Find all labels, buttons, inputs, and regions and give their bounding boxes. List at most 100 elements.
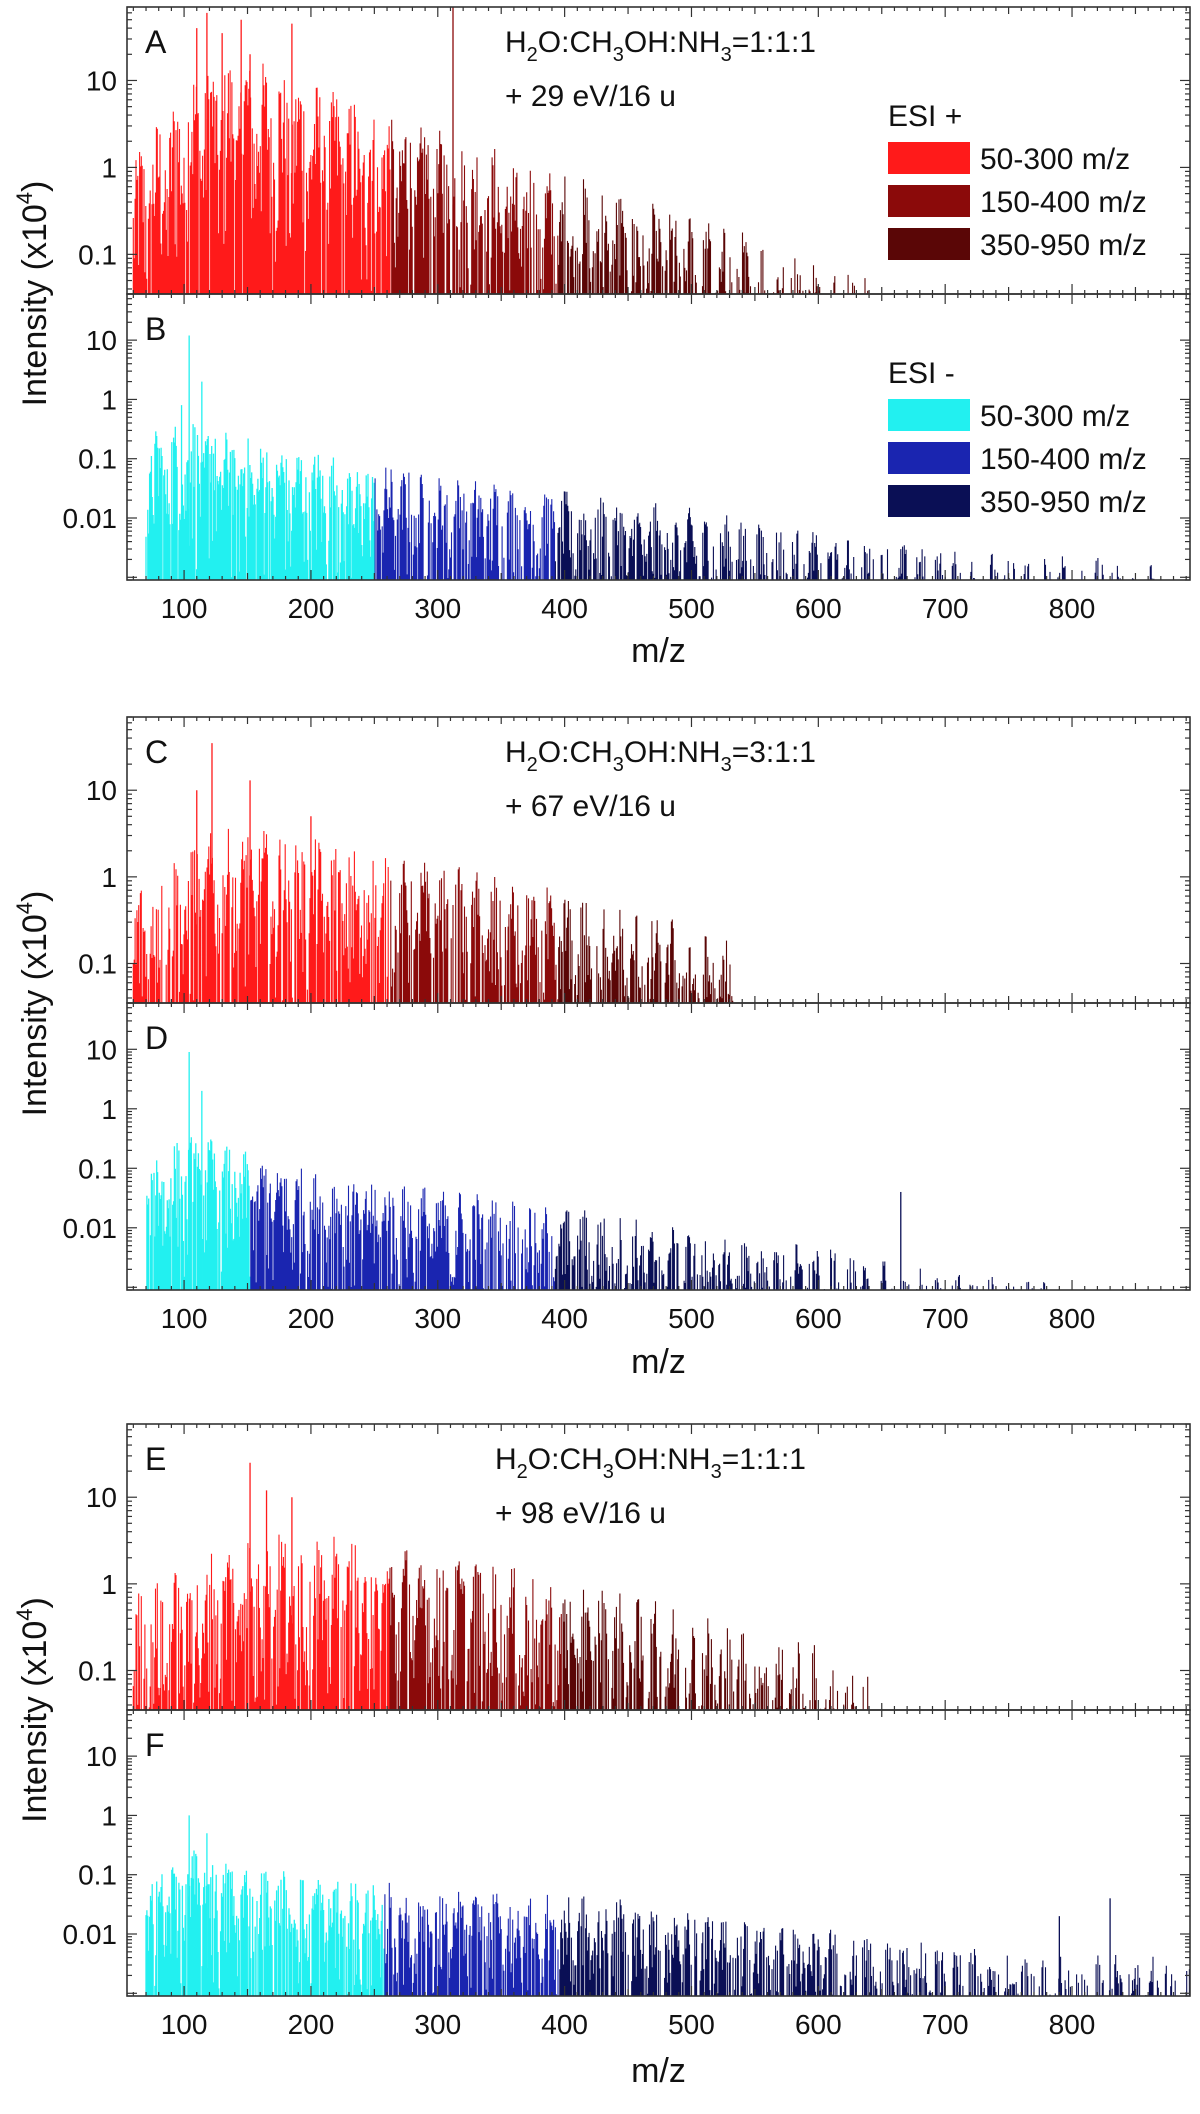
spectrum-series-B-1 bbox=[145, 424, 375, 580]
ytick-D-2: 1 bbox=[101, 1094, 117, 1125]
xtick-AB-4: 500 bbox=[668, 593, 715, 624]
spectrum-series-D-1 bbox=[146, 1137, 251, 1290]
spectrum-series-C-3 bbox=[558, 899, 734, 1003]
spectrum-series-A-1 bbox=[132, 63, 391, 294]
legend-label-B-0: 50-300 m/z bbox=[980, 400, 1130, 433]
legend-swatch-B-0 bbox=[888, 399, 970, 431]
legend-label-A-0: 50-300 m/z bbox=[980, 143, 1130, 176]
ytick-D-0: 0.01 bbox=[63, 1213, 118, 1244]
ytick-A-1: 1 bbox=[101, 152, 117, 183]
panel-letter-E: E bbox=[145, 1441, 166, 1477]
ytick-D-1: 0.1 bbox=[78, 1153, 117, 1184]
condition-label-AB: H2O:CH3OH:NH3=1:1:1 bbox=[505, 26, 816, 66]
xtick-CD-1: 200 bbox=[288, 1303, 335, 1334]
y-axis-title-EF: Intensity (x104) bbox=[12, 1597, 54, 1823]
legend-B: ESI - 50-300 m/z 150-400 m/z 350-950 m/z bbox=[888, 357, 1147, 519]
xtick-CD-5: 600 bbox=[795, 1303, 842, 1334]
panel-letter-C: C bbox=[145, 734, 168, 770]
spectrum-series-E-2 bbox=[389, 1550, 562, 1710]
ytick-E-2: 10 bbox=[86, 1482, 117, 1513]
plot-frame-B bbox=[126, 293, 1191, 581]
xtick-EF-6: 700 bbox=[922, 2009, 969, 2040]
xtick-EF-2: 300 bbox=[414, 2009, 461, 2040]
xtick-CD-4: 500 bbox=[668, 1303, 715, 1334]
y-axis-title-AB: Intensity (x104) bbox=[12, 181, 54, 407]
xtick-CD-2: 300 bbox=[414, 1303, 461, 1334]
ytick-F-1: 0.1 bbox=[78, 1860, 117, 1891]
panel-letter-F: F bbox=[145, 1727, 165, 1763]
panel-letter-A: A bbox=[145, 24, 167, 60]
ytick-F-2: 1 bbox=[101, 1800, 117, 1831]
xtick-AB-3: 400 bbox=[541, 593, 588, 624]
panel-F: 0.01 0.1 1 10 F bbox=[63, 1709, 1191, 1997]
legend-swatch-B-2 bbox=[888, 485, 970, 517]
xtick-AB-0: 100 bbox=[161, 593, 208, 624]
ytick-E-0: 0.1 bbox=[78, 1655, 117, 1686]
xtick-CD-0: 100 bbox=[161, 1303, 208, 1334]
ytick-B-0: 0.01 bbox=[63, 503, 118, 534]
ytick-D-3: 10 bbox=[86, 1034, 117, 1065]
ytick-C-2: 10 bbox=[86, 775, 117, 806]
spectrum-series-F-2 bbox=[384, 1882, 559, 1996]
spectrum-bars-A bbox=[132, 7, 869, 294]
ytick-F-3: 10 bbox=[86, 1741, 117, 1772]
ytick-A-0: 0.1 bbox=[78, 239, 117, 270]
xtick-EF-4: 500 bbox=[668, 2009, 715, 2040]
plot-frame-F bbox=[126, 1709, 1191, 1997]
x-axis-title-CD: m/z bbox=[631, 1343, 686, 1381]
energy-label-CD: + 67 eV/16 u bbox=[505, 790, 676, 823]
xtick-AB-7: 800 bbox=[1049, 593, 1096, 624]
ytick-C-1: 1 bbox=[101, 862, 117, 893]
xtick-CD-7: 800 bbox=[1049, 1303, 1096, 1334]
xtick-EF-0: 100 bbox=[161, 2009, 208, 2040]
xtick-EF-7: 800 bbox=[1049, 2009, 1096, 2040]
xtick-AB-6: 700 bbox=[922, 593, 969, 624]
legend-title-A: ESI + bbox=[888, 100, 962, 133]
spectrum-series-D-2 bbox=[250, 1165, 556, 1290]
legend-title-B: ESI - bbox=[888, 357, 955, 390]
x-axis-title-AB: m/z bbox=[631, 632, 686, 670]
legend-swatch-B-1 bbox=[888, 442, 970, 474]
condition-label-CD: H2O:CH3OH:NH3=3:1:1 bbox=[505, 736, 816, 776]
spectrum-bars-E bbox=[132, 1462, 869, 1710]
spectrum-series-D-3 bbox=[554, 1210, 1046, 1290]
spectrum-series-A-2 bbox=[391, 119, 559, 294]
ytick-E-1: 1 bbox=[101, 1569, 117, 1600]
condition-label-EF: H2O:CH3OH:NH3=1:1:1 bbox=[495, 1443, 806, 1483]
xtick-CD-6: 700 bbox=[922, 1303, 969, 1334]
plot-frame-D bbox=[126, 1002, 1191, 1291]
energy-label-AB: + 29 eV/16 u bbox=[505, 80, 676, 113]
x-axis-title-EF: m/z bbox=[631, 2052, 686, 2090]
xtick-CD-3: 400 bbox=[541, 1303, 588, 1334]
spectrum-series-A-3 bbox=[558, 176, 869, 294]
xtick-AB-2: 300 bbox=[414, 593, 461, 624]
legend-label-A-1: 150-400 m/z bbox=[980, 186, 1147, 219]
panel-letter-B: B bbox=[145, 311, 166, 347]
panel-letter-D: D bbox=[145, 1020, 168, 1056]
legend-swatch-A-1 bbox=[888, 185, 970, 217]
panel-E: 0.1 1 10 E bbox=[78, 1423, 1191, 1711]
spectrum-bars-F bbox=[145, 1815, 1190, 1996]
legend-swatch-A-0 bbox=[888, 142, 970, 174]
spectrum-series-E-3 bbox=[562, 1589, 869, 1710]
xtick-EF-3: 400 bbox=[541, 2009, 588, 2040]
legend-A: ESI + 50-300 m/z 150-400 m/z 350-950 m/z bbox=[888, 100, 1147, 262]
spectrum-bars-B bbox=[145, 335, 1155, 580]
spectrum-bars-C bbox=[132, 743, 734, 1003]
spectrum-bars-D bbox=[146, 1052, 1046, 1290]
xtick-AB-5: 600 bbox=[795, 593, 842, 624]
legend-label-A-2: 350-950 m/z bbox=[980, 229, 1147, 262]
spectrum-series-C-1 bbox=[132, 828, 389, 1003]
panel-B: 0.01 0.1 1 10 B ESI - 50-300 m/z 150-400 m/z 350… bbox=[63, 293, 1191, 581]
spectrum-series-E-1 bbox=[132, 1534, 390, 1710]
legend-label-B-2: 350-950 m/z bbox=[980, 486, 1147, 519]
y-axis-title-CD: Intensity (x104) bbox=[12, 891, 54, 1117]
xtick-EF-5: 600 bbox=[795, 2009, 842, 2040]
ytick-B-3: 10 bbox=[86, 325, 117, 356]
xtick-EF-1: 200 bbox=[288, 2009, 335, 2040]
legend-swatch-A-2 bbox=[888, 228, 970, 260]
xtick-AB-1: 200 bbox=[288, 593, 335, 624]
spectrum-series-B-2 bbox=[374, 467, 556, 580]
spectrum-series-F-3 bbox=[559, 1896, 1190, 1996]
